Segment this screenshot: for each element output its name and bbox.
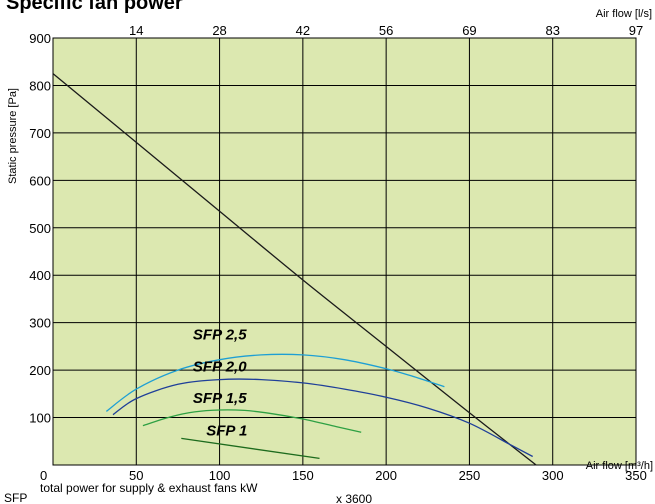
y-tick-label: 100: [29, 411, 51, 426]
y-tick-label: 500: [29, 221, 51, 236]
chart-title: Specific fan power: [6, 0, 183, 14]
x-tick-label: 200: [375, 468, 397, 483]
x-tick-label: 300: [542, 468, 564, 483]
series-label: SFP 2,0: [193, 358, 247, 375]
y-tick-label: 800: [29, 78, 51, 93]
series-sfp-1-5: [142, 409, 362, 433]
x-tick-label: 0: [40, 468, 47, 483]
series-label: SFP 1: [206, 422, 247, 439]
x-tick-label: 250: [459, 468, 481, 483]
series-sfp-1: [181, 437, 320, 460]
x-tick-label: 50: [129, 468, 143, 483]
series-label: SFP 1,5: [193, 390, 247, 407]
plot-area: [53, 38, 636, 465]
y-tick-label: 200: [29, 363, 51, 378]
y-tick-label: 300: [29, 316, 51, 331]
top-tick-label: 83: [545, 23, 559, 38]
series-labels: SFP 2,5 SFP 2,0 SFP 1,5 SFP 1: [193, 327, 247, 440]
y-tick-label: 400: [29, 268, 51, 283]
y-axis-label: Static pressure [Pa]: [7, 88, 19, 184]
series-layer: [52, 73, 537, 466]
y-tick-label: 900: [29, 31, 51, 46]
top-tick-label: 28: [212, 23, 226, 38]
top-tick-label: 69: [462, 23, 476, 38]
series-fan-curve: [52, 73, 537, 466]
grid: [52, 37, 637, 466]
x-tick-label: 100: [209, 468, 231, 483]
series-sfp-2-0: [112, 378, 534, 458]
top-tick-label: 56: [379, 23, 393, 38]
y-tick-label: 600: [29, 173, 51, 188]
top-tick-label: 14: [129, 23, 143, 38]
y-tick-label: 700: [29, 126, 51, 141]
x-axis-bottom-label: Air flow [m³/h]: [586, 460, 653, 472]
formula-prefix: SFP: [4, 491, 27, 504]
series-label: SFP 2,5: [193, 327, 247, 344]
formula-multiplier: x 3600: [336, 492, 372, 504]
x-tick-label: 150: [292, 468, 314, 483]
top-tick-label: 97: [629, 23, 643, 38]
plot-border: [52, 37, 637, 466]
x-axis-top-label: Air flow [l/s]: [596, 8, 652, 20]
tick-labels: 100 200 300 400 500 600 700 800 900 0 50 100 150 200 2…: [29, 23, 647, 483]
x-tick-label: 350: [625, 468, 647, 483]
formula-numerator: total power for supply & exhaust fans kW: [40, 481, 258, 495]
top-tick-label: 42: [296, 23, 310, 38]
series-sfp-2-5: [105, 353, 445, 412]
